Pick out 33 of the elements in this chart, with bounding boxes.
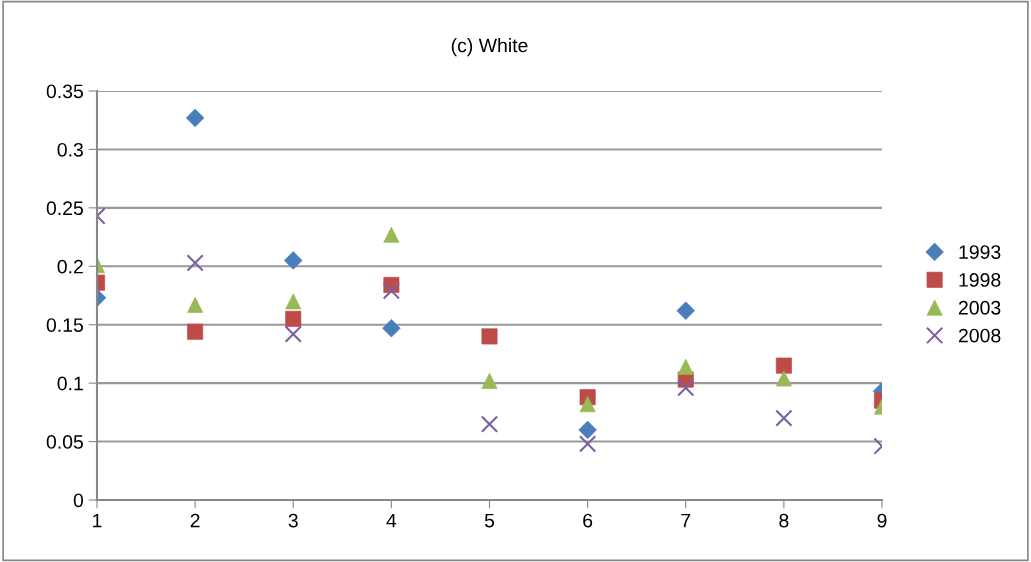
point [187,323,204,340]
x-tick-label: 8 [779,513,789,528]
legend-label: 2003 [958,300,1001,315]
x-tick-label: 3 [288,513,298,528]
x-tick-label: 5 [484,513,495,528]
point [677,379,695,397]
point [480,415,499,433]
x-tick-label: 7 [681,513,691,528]
y-tick-label: 0.3 [57,142,83,157]
chart-title: (c) White [451,38,528,57]
point [285,310,302,327]
legend-label: 1993 [959,245,1001,259]
point [285,293,302,310]
point [284,325,302,343]
y-tick-label: 0.15 [46,318,83,332]
y-tick-label: 0.2 [57,259,83,274]
x-tick-label: 6 [583,513,593,528]
y-tick-label: 0.1 [57,376,83,391]
y-tick-label: 0.35 [46,84,83,99]
y-tick-label: 0.05 [46,435,83,449]
point [284,251,303,270]
x-tick-label: 1 [93,513,102,528]
legend-label: 2008 [958,328,1001,343]
x-tick-label: 9 [877,513,887,528]
legend-label: 1998 [959,273,1001,287]
x-tick-label: 2 [190,513,200,528]
y-tick-label: 0.25 [46,201,83,216]
x-tick-label: 4 [386,513,397,528]
point [382,282,401,300]
point [186,254,204,272]
point [578,435,597,453]
point [775,409,793,427]
y-tick-label: 0 [73,493,84,508]
